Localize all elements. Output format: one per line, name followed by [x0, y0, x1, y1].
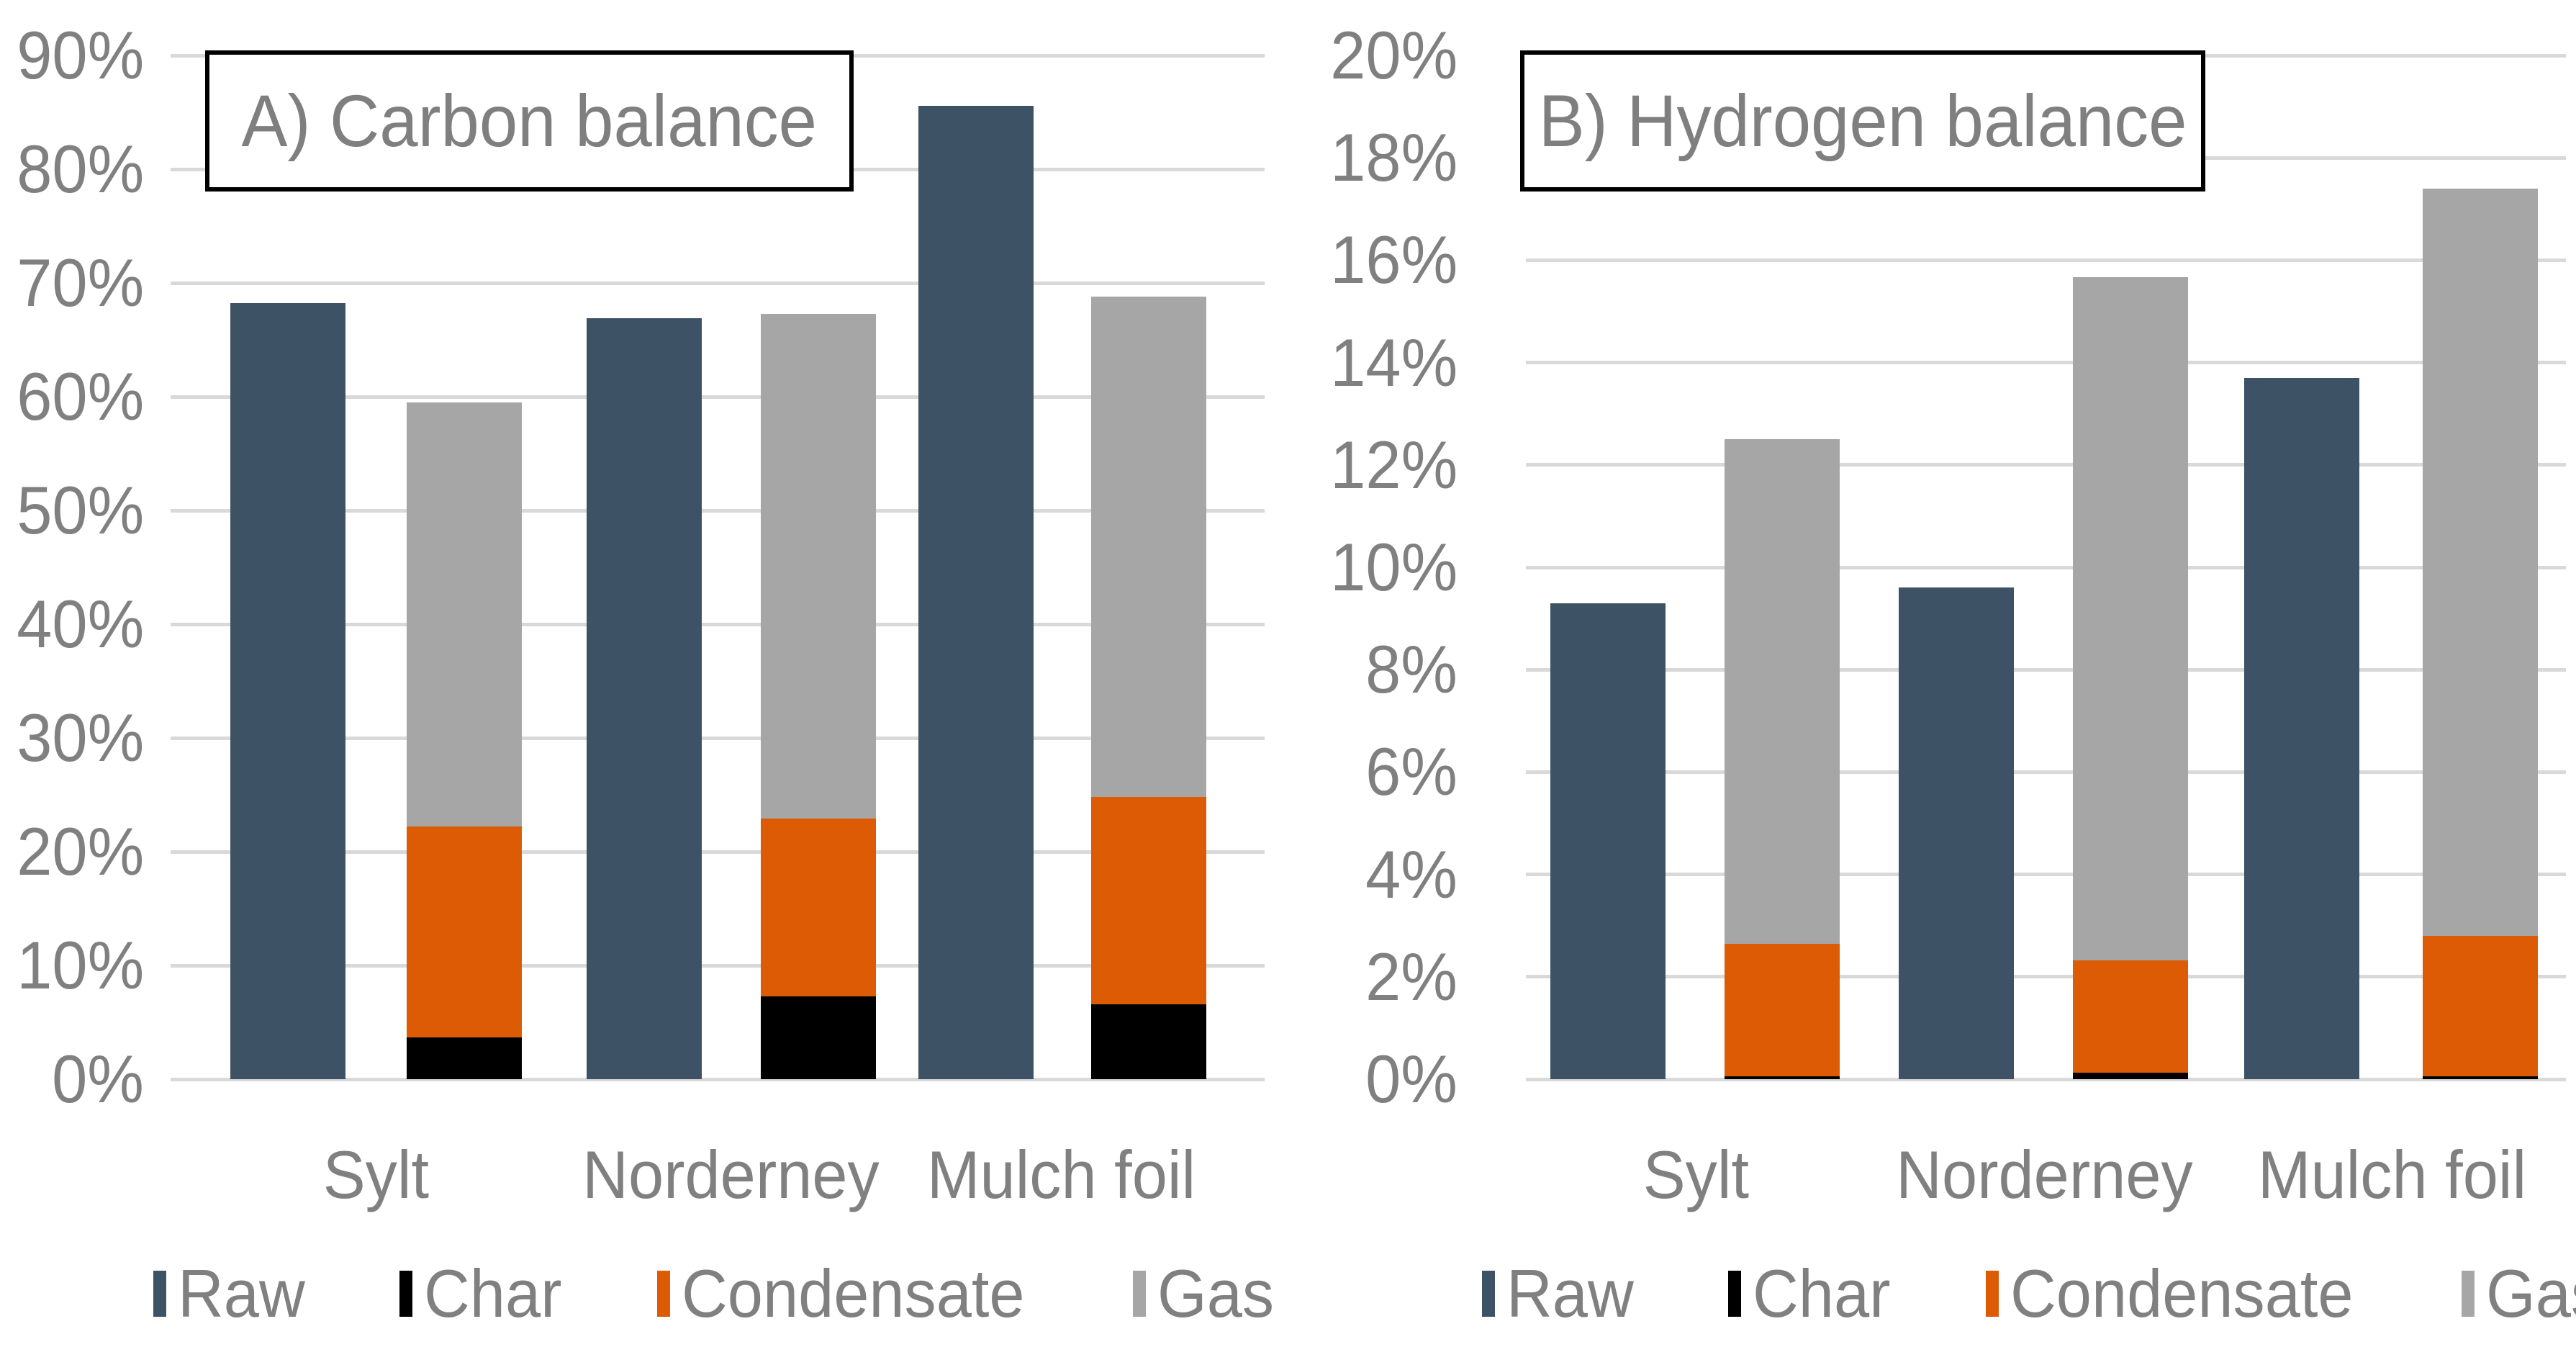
- char-series-swatch-icon: [399, 1271, 413, 1317]
- carbon-legend: Raw Char Condensate Gas: [153, 1254, 1274, 1333]
- hydrogen-legend-item-char: Char: [1727, 1256, 1899, 1331]
- hydrogen-category-label-mulch-foil: Mulch foil: [2258, 1137, 2527, 1212]
- hydrogen-ytick-label: 18%: [1330, 120, 1458, 196]
- legend-label: Condensate: [2010, 1256, 2354, 1331]
- carbon-bar-sylt-raw: [230, 303, 345, 1079]
- carbon-bar-mulch-foil-raw: [918, 105, 1034, 1079]
- carbon-gridline-70%: [171, 281, 1265, 285]
- hydrogen-legend-item-raw: Raw: [1481, 1256, 1642, 1331]
- gas-series-swatch-icon: [2461, 1271, 2475, 1317]
- legend-label: Char: [424, 1256, 562, 1331]
- raw-series-swatch-icon: [153, 1271, 167, 1317]
- hydrogen-gridline-10%: [1526, 565, 2566, 569]
- carbon-ytick-label: 0%: [52, 1041, 144, 1117]
- carbon-ytick-label: 70%: [17, 245, 144, 320]
- hydrogen-ytick-label: 14%: [1330, 324, 1458, 400]
- hydrogen-bar-sylt-raw: [1550, 603, 1666, 1079]
- carbon-ytick-label: 90%: [17, 17, 144, 93]
- hydrogen-bar-mulch-foil-char-segment: [2423, 1076, 2538, 1079]
- carbon-gridline-10%: [171, 963, 1265, 968]
- hydrogen-ytick-label: 4%: [1365, 836, 1458, 912]
- legend-label: Condensate: [682, 1256, 1025, 1331]
- hydrogen-ytick-label: 8%: [1365, 631, 1458, 708]
- carbon-gridline-0%: [171, 1077, 1265, 1081]
- carbon-gridline-50%: [171, 508, 1265, 513]
- carbon-bar-sylt-condensate-segment: [407, 826, 522, 1037]
- hydrogen-gridline-0%: [1526, 1077, 2566, 1081]
- hydrogen-title-box: B) Hydrogen balance: [1520, 50, 2205, 192]
- carbon-bar-norderney-char-segment: [761, 996, 876, 1079]
- hydrogen-category-label-norderney: Norderney: [1895, 1137, 2193, 1212]
- carbon-gridline-40%: [171, 622, 1265, 626]
- hydrogen-gridline-14%: [1526, 361, 2566, 365]
- legend-label: Char: [1752, 1256, 1891, 1331]
- carbon-gridline-20%: [171, 850, 1265, 854]
- carbon-bar-mulch-foil-gas-segment: [1091, 296, 1206, 798]
- raw-series-swatch-icon: [1481, 1271, 1495, 1317]
- carbon-ytick-label: 20%: [17, 814, 144, 889]
- carbon-ytick-label: 50%: [17, 472, 144, 548]
- carbon-ytick-label: 10%: [17, 927, 144, 1003]
- carbon-chart-title: A) Carbon balance: [241, 80, 818, 162]
- carbon-legend-item-gas: Gas: [1133, 1260, 1281, 1328]
- hydrogen-ytick-label: 20%: [1330, 17, 1458, 93]
- hydrogen-gridline-2%: [1526, 975, 2566, 979]
- char-series-swatch-icon: [1727, 1271, 1741, 1317]
- hydrogen-gridline-4%: [1526, 873, 2566, 877]
- carbon-bar-sylt-gas-segment: [407, 402, 522, 827]
- carbon-gridline-60%: [171, 395, 1265, 399]
- carbon-gridline-30%: [171, 736, 1265, 740]
- carbon-bar-mulch-foil-condensate-segment: [1091, 797, 1206, 1004]
- carbon-ytick-label: 30%: [17, 700, 144, 775]
- hydrogen-gridline-12%: [1526, 463, 2566, 467]
- carbon-bar-sylt-char-segment: [407, 1037, 522, 1079]
- carbon-category-label-norderney: Norderney: [582, 1137, 880, 1212]
- hydrogen-ytick-label: 16%: [1330, 222, 1458, 298]
- carbon-category-label-mulch-foil: Mulch foil: [927, 1137, 1196, 1212]
- legend-label: Gas: [1157, 1256, 1275, 1331]
- carbon-title-box: A) Carbon balance: [205, 50, 854, 192]
- carbon-bar-norderney-gas-segment: [761, 313, 876, 819]
- hydrogen-bar-mulch-foil-condensate-segment: [2423, 935, 2538, 1077]
- hydrogen-bar-sylt-condensate-segment: [1725, 943, 1840, 1077]
- carbon-category-label-sylt: Sylt: [322, 1137, 429, 1212]
- condensate-series-swatch-icon: [1985, 1271, 1999, 1317]
- hydrogen-legend: Raw Char Condensate Gas: [1481, 1254, 2576, 1333]
- hydrogen-ytick-label: 0%: [1365, 1041, 1458, 1117]
- carbon-legend-item-condensate: Condensate: [657, 1260, 1047, 1328]
- hydrogen-gridline-16%: [1526, 258, 2566, 262]
- hydrogen-gridline-8%: [1526, 667, 2566, 672]
- hydrogen-bar-mulch-foil-gas-segment: [2423, 188, 2538, 936]
- carbon-legend-item-raw: Raw: [153, 1260, 313, 1328]
- hydrogen-chart-title: B) Hydrogen balance: [1538, 80, 2187, 162]
- hydrogen-ytick-label: 6%: [1365, 734, 1458, 810]
- condensate-series-swatch-icon: [657, 1271, 671, 1317]
- hydrogen-gridline-6%: [1526, 770, 2566, 774]
- hydrogen-bar-norderney-raw: [1899, 587, 2014, 1079]
- hydrogen-bar-norderney-condensate-segment: [2073, 960, 2188, 1073]
- carbon-bar-mulch-foil-char-segment: [1091, 1004, 1206, 1079]
- hydrogen-ytick-label: 2%: [1365, 938, 1458, 1014]
- carbon-bar-norderney-condensate-segment: [761, 819, 876, 996]
- hydrogen-bar-sylt-gas-segment: [1725, 439, 1840, 944]
- hydrogen-legend-item-condensate: Condensate: [1985, 1256, 2375, 1331]
- carbon-ytick-label: 80%: [17, 131, 144, 207]
- hydrogen-category-label-sylt: Sylt: [1642, 1137, 1749, 1212]
- hydrogen-bar-norderney-gas-segment: [2073, 276, 2188, 961]
- hydrogen-bar-mulch-foil-raw: [2244, 377, 2359, 1079]
- legend-label: Gas: [2485, 1256, 2576, 1331]
- legend-label: Raw: [1506, 1256, 1634, 1331]
- hydrogen-ytick-label: 12%: [1330, 426, 1458, 503]
- hydrogen-bar-sylt-char-segment: [1725, 1076, 1840, 1079]
- carbon-ytick-label: 60%: [17, 359, 144, 434]
- hydrogen-legend-item-gas: Gas: [2461, 1256, 2576, 1331]
- gas-series-swatch-icon: [1133, 1271, 1147, 1317]
- hydrogen-ytick-label: 10%: [1330, 529, 1458, 605]
- legend-label: Raw: [178, 1256, 306, 1331]
- carbon-ytick-label: 40%: [17, 586, 144, 662]
- hydrogen-bar-norderney-char-segment: [2073, 1073, 2188, 1079]
- carbon-bar-norderney-raw: [587, 317, 702, 1079]
- carbon-legend-item-char: Char: [399, 1260, 571, 1328]
